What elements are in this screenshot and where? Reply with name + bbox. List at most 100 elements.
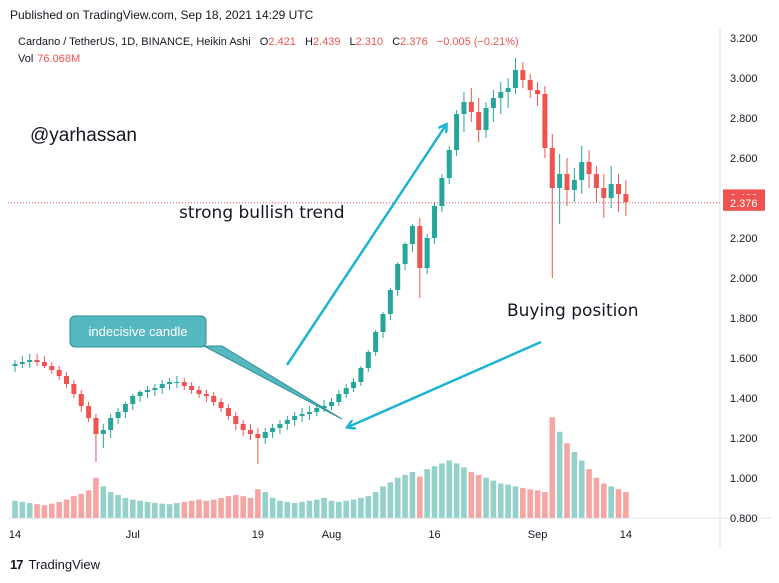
tradingview-brand[interactable]: 17 TradingView bbox=[10, 557, 100, 572]
x-tick-label: Aug bbox=[322, 529, 342, 541]
candle-body bbox=[218, 402, 224, 408]
volume-bar bbox=[78, 493, 85, 518]
y-tick-label: 1.600 bbox=[730, 353, 758, 365]
volume-bar bbox=[549, 417, 556, 518]
volume-bar bbox=[233, 495, 239, 518]
callout-text: indecisive candle bbox=[88, 324, 187, 339]
candle-body bbox=[454, 114, 460, 150]
callout-pointer bbox=[203, 345, 343, 420]
candle-body bbox=[108, 418, 114, 430]
candle-body bbox=[137, 392, 143, 396]
candle-body bbox=[512, 70, 518, 88]
volume-bar bbox=[240, 496, 246, 518]
callout-box bbox=[69, 315, 207, 348]
trend-annotation: strong bullish trend bbox=[179, 203, 345, 223]
candle-body bbox=[189, 386, 195, 390]
candle-body bbox=[321, 406, 327, 408]
candle-body bbox=[49, 366, 55, 370]
y-tick-label: 3.200 bbox=[730, 33, 758, 45]
volume-bar bbox=[34, 504, 40, 518]
published-note: Published on TradingView.com, Sep 18, 20… bbox=[10, 8, 314, 22]
volume-bar bbox=[107, 492, 114, 518]
volume-bar bbox=[63, 499, 70, 518]
volume-bar bbox=[578, 460, 585, 518]
candle-body bbox=[586, 162, 592, 174]
candle-body bbox=[71, 384, 77, 394]
volume-bar bbox=[461, 467, 467, 518]
x-tick-label: Jul bbox=[126, 529, 140, 541]
volume-bar bbox=[365, 496, 372, 518]
candle-body bbox=[564, 174, 570, 190]
x-tick-label: Sep bbox=[528, 529, 548, 541]
current-price-label-bg bbox=[723, 194, 765, 211]
candle-body bbox=[608, 184, 614, 198]
volume-bar bbox=[115, 495, 121, 518]
candle-body bbox=[395, 264, 401, 290]
volume-bar bbox=[527, 489, 533, 518]
candle-body bbox=[270, 428, 276, 432]
volume-bar bbox=[394, 477, 401, 518]
candle-body bbox=[292, 416, 298, 420]
close-label: C bbox=[392, 36, 401, 48]
volume-bar bbox=[372, 492, 379, 518]
open-value: 2.421 bbox=[268, 36, 296, 48]
volume-bar bbox=[446, 460, 453, 518]
candle-body bbox=[56, 370, 62, 376]
volume-bar bbox=[497, 483, 504, 518]
volume-bar bbox=[402, 474, 408, 518]
symbol-name[interactable]: Cardano / TetherUS, 1D, BINANCE, Heikin … bbox=[18, 36, 251, 48]
candle-body bbox=[299, 414, 305, 416]
tradingview-logo-icon: 17 bbox=[10, 557, 24, 572]
volume-bar bbox=[247, 497, 254, 518]
candle-body bbox=[490, 98, 496, 108]
high-label: H bbox=[304, 36, 313, 48]
chart-canvas[interactable]: 3.2003.0002.8002.6002.4002.2002.0001.800… bbox=[8, 28, 772, 548]
candle-body bbox=[571, 180, 577, 190]
volume-bar bbox=[321, 497, 327, 518]
candle-body bbox=[446, 150, 452, 178]
candle-body bbox=[86, 406, 92, 418]
y-tick-label: 1.200 bbox=[730, 433, 758, 445]
symbol-legend: Cardano / TetherUS, 1D, BINANCE, Heikin … bbox=[18, 36, 519, 48]
candle-body bbox=[549, 148, 555, 188]
candle-body bbox=[130, 396, 136, 404]
bullish-trend-arrow bbox=[285, 125, 446, 366]
x-tick-label: 19 bbox=[252, 529, 264, 541]
volume-bar bbox=[490, 480, 497, 518]
volume-bar bbox=[564, 443, 570, 518]
candle-body bbox=[174, 382, 180, 383]
volume-bar bbox=[439, 463, 445, 518]
volume-bar bbox=[100, 486, 107, 518]
candle-body bbox=[476, 112, 482, 130]
volume-legend: Vol 76.068M bbox=[18, 53, 80, 65]
candle-body bbox=[380, 314, 386, 332]
volume-bar bbox=[277, 500, 283, 518]
y-tick-label: 2.000 bbox=[730, 273, 758, 285]
volume-bar bbox=[299, 501, 305, 518]
candle-body bbox=[93, 418, 99, 434]
close-value: 2.376 bbox=[400, 36, 428, 48]
author-watermark: @yarhassan bbox=[30, 125, 137, 146]
volume-bar bbox=[218, 497, 224, 518]
volume-bar bbox=[144, 501, 151, 518]
candle-body bbox=[527, 80, 533, 90]
candle-body bbox=[78, 394, 84, 406]
volume-bar bbox=[196, 499, 202, 518]
volume-bar bbox=[137, 500, 143, 518]
volume-bar bbox=[468, 472, 475, 518]
volume-bar bbox=[520, 488, 526, 518]
volume-bar bbox=[19, 501, 26, 518]
volume-label: Vol bbox=[18, 53, 34, 65]
volume-bar bbox=[225, 496, 232, 518]
candle-body bbox=[34, 360, 40, 362]
volume-bar bbox=[417, 476, 423, 518]
x-tick-label: 14 bbox=[9, 529, 21, 541]
candle-body bbox=[505, 88, 511, 92]
volume-bar bbox=[262, 492, 269, 518]
candle-body bbox=[225, 408, 231, 416]
candle-body bbox=[284, 420, 290, 424]
volume-bar bbox=[387, 482, 394, 518]
volume-bar bbox=[188, 500, 195, 518]
volume-bar bbox=[431, 466, 438, 518]
chart-area[interactable]: 3.2003.0002.8002.6002.4002.2002.0001.800… bbox=[8, 28, 772, 548]
